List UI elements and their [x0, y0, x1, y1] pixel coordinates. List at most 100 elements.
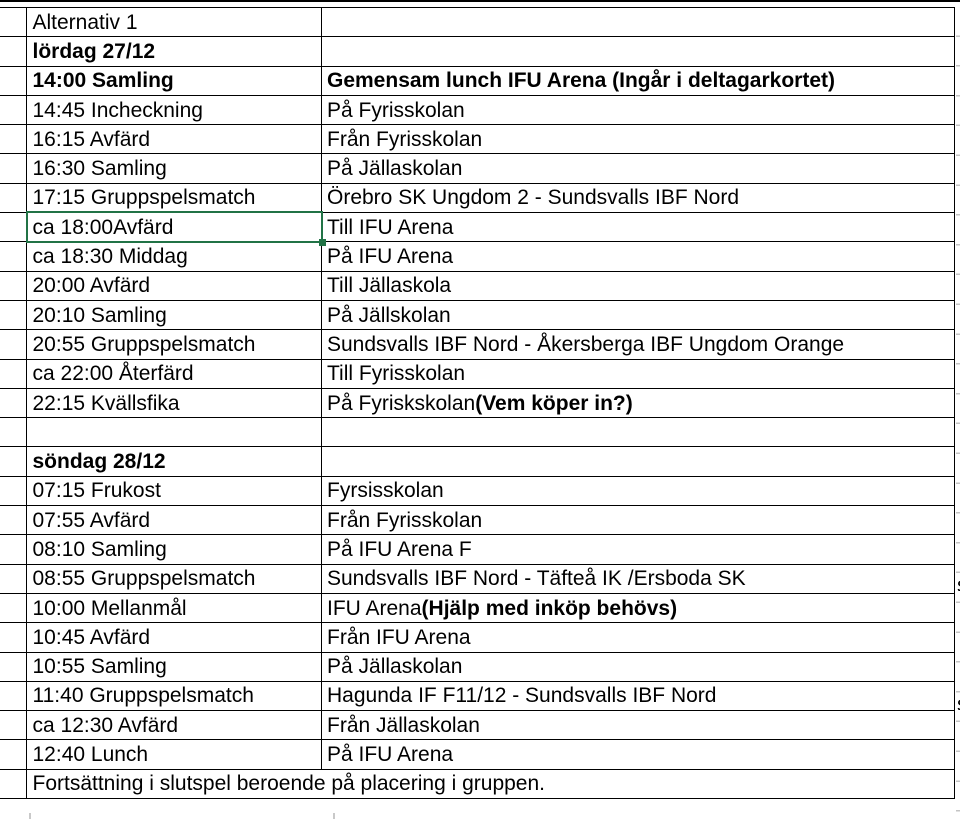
location-cell[interactable]: Örebro SK Ungdom 2 - Sundsvalls IBF Nord	[322, 184, 954, 212]
activity-cell[interactable]: ca 12:30 Avfärd	[27, 711, 322, 740]
row-stub-cell[interactable]	[0, 37, 27, 66]
row-stub-cell[interactable]	[0, 66, 27, 95]
selected-cell[interactable]: ca 18:00Avfärd	[25, 211, 326, 247]
location-cell[interactable]: Till Jällaskola	[322, 272, 954, 300]
empty-cell[interactable]	[27, 418, 322, 447]
row-stub-cell[interactable]	[0, 213, 27, 242]
location-cell[interactable]	[322, 447, 954, 475]
day-header-cell[interactable]: söndag 28/12	[27, 447, 322, 476]
table-row: 12:40 Lunch På IFU Arena	[0, 740, 954, 770]
row-stub-cell[interactable]	[0, 154, 27, 183]
row-stub-cell[interactable]	[0, 300, 27, 330]
row-stub-cell[interactable]	[0, 711, 27, 740]
row-stub-cell[interactable]	[0, 125, 27, 154]
clipped-next-column-text: s	[957, 700, 960, 710]
location-cell[interactable]: Från Fyrisskolan	[322, 125, 954, 153]
activity-cell[interactable]: 08:55 Gruppspelsmatch	[27, 564, 322, 593]
activity-cell[interactable]: 20:00 Avfärd	[27, 271, 322, 300]
activity-cell[interactable]: 10:45 Avfärd	[27, 623, 322, 652]
table-row: 17:15 Gruppspelsmatch Örebro SK Ungdom 2…	[0, 183, 954, 214]
location-cell[interactable]: Till Fyrisskolan	[322, 360, 954, 388]
row-stub-cell[interactable]	[0, 330, 27, 359]
footer-note-text: Fortsättning i slutspel beroende på plac…	[32, 772, 546, 796]
location-cell[interactable]: Hagunda IF F11/12 - Sundsvalls IBF Nord	[322, 682, 954, 710]
location-text-bold: (Hjälp med inköp behövs)	[421, 596, 678, 620]
activity-cell[interactable]: 20:10 Samling	[27, 300, 322, 330]
row-stub-cell[interactable]	[0, 681, 27, 711]
activity-text: ca 18:30 Middag	[32, 245, 188, 269]
activity-text: 10:55 Samling	[32, 655, 167, 679]
row-stub-cell[interactable]	[0, 593, 27, 623]
row-stub-cell[interactable]	[0, 623, 27, 652]
location-cell[interactable]: Sundsvalls IBF Nord - Åkersberga IBF Ung…	[322, 330, 954, 358]
location-cell[interactable]: Från IFU Arena	[322, 623, 954, 651]
activity-cell[interactable]: 12:40 Lunch	[27, 740, 322, 769]
row-stub-cell[interactable]	[0, 740, 27, 769]
table-row: 10:55 Samling På Jällaskolan	[0, 652, 954, 682]
row-stub-cell[interactable]	[0, 183, 27, 213]
table-row: 16:15 Avfärd Från Fyrisskolan	[0, 125, 954, 155]
activity-text: ca 12:30 Avfärd	[32, 713, 179, 737]
row-stub-cell[interactable]	[0, 95, 27, 125]
location-cell[interactable]: Gemensam lunch IFU Arena (Ingår i deltag…	[322, 67, 954, 95]
activity-text: 08:10 Samling	[32, 537, 167, 561]
row-stub-cell[interactable]	[0, 447, 27, 476]
activity-text: ca 18:00Avfärd	[32, 215, 174, 239]
table-row: 22:15 Kvällsfika På Fyriskskolan (Vem kö…	[0, 388, 954, 419]
location-cell[interactable]: Från Fyrisskolan	[322, 506, 954, 534]
activity-cell[interactable]: ca 18:30 Middag	[27, 242, 322, 271]
location-cell[interactable]: På Jällaskolan	[322, 154, 954, 182]
row-stub-cell[interactable]	[0, 564, 27, 593]
activity-cell[interactable]: 10:55 Samling	[27, 652, 322, 681]
day-header-cell[interactable]: lördag 27/12	[27, 37, 322, 66]
location-text: Till IFU Arena	[327, 215, 454, 239]
activity-cell[interactable]: 16:30 Samling	[27, 154, 322, 183]
activity-cell[interactable]: 07:55 Avfärd	[27, 506, 322, 535]
activity-cell[interactable]: 22:15 Kvällsfika	[27, 388, 322, 418]
empty-cell[interactable]	[322, 418, 954, 446]
row-stub-cell[interactable]	[0, 535, 27, 564]
row-stub-cell[interactable]	[0, 359, 27, 388]
activity-cell[interactable]: 17:15 Gruppspelsmatch	[27, 183, 322, 213]
activity-cell[interactable]: 14:45 Incheckning	[27, 95, 322, 125]
location-cell[interactable]: På Fyriskskolan (Vem köper in?)	[322, 389, 954, 417]
location-text: På Jällaskolan	[327, 157, 463, 181]
activity-cell[interactable]: 16:15 Avfärd	[27, 125, 322, 154]
location-cell[interactable]: På IFU Arena F	[322, 535, 954, 563]
location-cell[interactable]: På Jällskolan	[322, 301, 954, 329]
activity-cell[interactable]: 20:55 Gruppspelsmatch	[27, 330, 322, 359]
location-cell[interactable]: IFU Arena (Hjälp med inköp behövs)	[322, 594, 954, 622]
location-cell[interactable]	[322, 37, 954, 65]
row-stub-cell[interactable]	[0, 418, 27, 447]
location-cell[interactable]: På Jällaskolan	[322, 653, 954, 681]
row-stub-cell[interactable]	[0, 388, 27, 418]
location-text: På Jällskolan	[327, 303, 451, 327]
row-stub-cell[interactable]	[0, 476, 27, 506]
activity-cell[interactable]: Alternativ 1	[27, 8, 322, 37]
row-stub-cell[interactable]	[0, 8, 27, 37]
activity-cell[interactable]: 08:10 Samling	[27, 535, 322, 564]
row-stub-cell[interactable]	[0, 271, 27, 300]
row-stub-cell[interactable]	[0, 769, 27, 799]
activity-cell[interactable]: 11:40 Gruppspelsmatch	[27, 681, 322, 711]
row-stub-cell[interactable]	[0, 242, 27, 271]
footer-row: Fortsättning i slutspel beroende på plac…	[0, 769, 954, 800]
location-cell[interactable]: Från Jällaskolan	[322, 711, 954, 739]
row-stub-cell[interactable]	[0, 652, 27, 681]
location-cell[interactable]: På Fyrisskolan	[322, 96, 954, 124]
location-cell[interactable]	[322, 8, 954, 36]
activity-cell[interactable]: 14:00 Samling	[27, 66, 322, 95]
location-cell[interactable]: Till IFU Arena	[322, 213, 954, 241]
activity-cell[interactable]: 07:15 Frukost	[27, 476, 322, 506]
location-cell[interactable]: Fyrsisskolan	[322, 477, 954, 505]
row-stub-cell[interactable]	[0, 506, 27, 535]
location-cell[interactable]: På IFU Arena	[322, 740, 954, 768]
location-text: Gemensam lunch IFU Arena (Ingår i deltag…	[327, 69, 835, 93]
location-cell[interactable]: Sundsvalls IBF Nord - Täfteå IK /Ersboda…	[322, 565, 954, 593]
table-row: 20:10 Samling På Jällskolan	[0, 300, 954, 331]
location-cell[interactable]: På IFU Arena	[322, 242, 954, 270]
activity-cell[interactable]: ca 22:00 Återfärd	[27, 359, 322, 388]
activity-cell[interactable]: 10:00 Mellanmål	[27, 593, 322, 623]
footer-note-cell[interactable]: Fortsättning i slutspel beroende på plac…	[27, 770, 954, 798]
activity-text: 10:45 Avfärd	[32, 625, 151, 649]
